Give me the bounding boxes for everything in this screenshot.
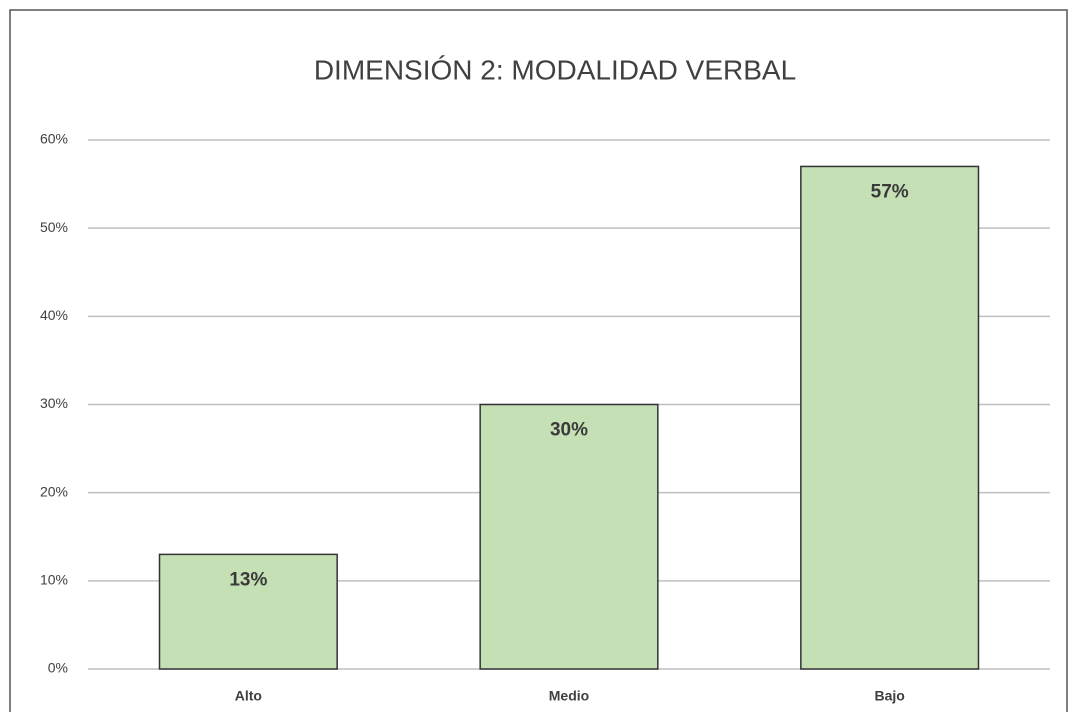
y-tick-label: 30% (40, 395, 68, 411)
bar (800, 165, 980, 670)
x-tick-label: Medio (549, 688, 589, 704)
y-tick-label: 10% (40, 572, 68, 588)
chart-title: DIMENSIÓN 2: MODALIDAD VERBAL (314, 54, 796, 85)
y-tick-label: 50% (40, 219, 68, 235)
bar (479, 403, 659, 670)
y-tick-label: 40% (40, 307, 68, 323)
y-tick-label: 20% (40, 483, 68, 499)
x-tick-label: Alto (235, 688, 262, 704)
data-label: 13% (229, 569, 267, 590)
y-tick-label: 0% (48, 660, 68, 676)
data-label: 30% (550, 420, 588, 441)
data-label: 57% (871, 181, 909, 202)
bar (158, 553, 338, 670)
x-tick-label: Bajo (874, 688, 904, 704)
y-tick-label: 60% (40, 131, 68, 147)
